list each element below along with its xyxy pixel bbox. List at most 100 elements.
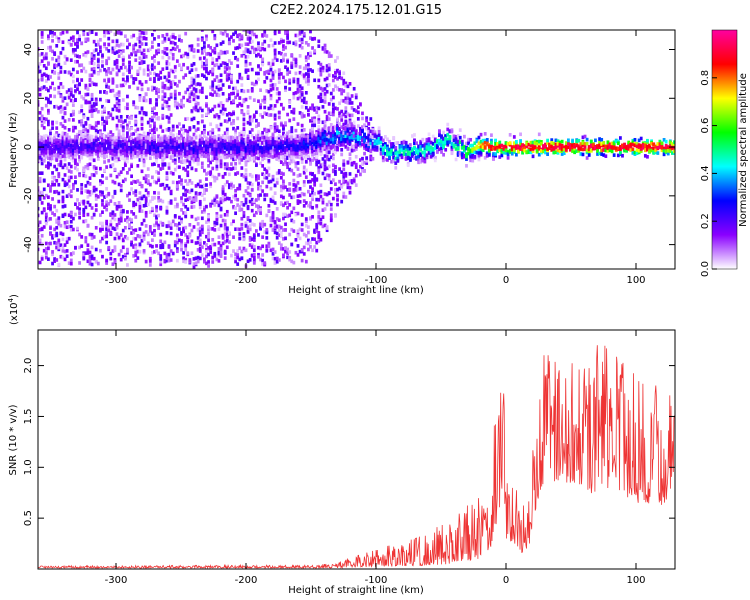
heatmap-cell bbox=[113, 143, 117, 148]
heatmap-cell bbox=[184, 158, 188, 163]
heatmap-cell bbox=[178, 63, 181, 68]
heatmap-cell bbox=[252, 98, 256, 102]
heatmap-cell bbox=[117, 68, 121, 73]
heatmap-cell bbox=[65, 135, 69, 140]
heatmap-cell bbox=[144, 259, 148, 264]
heatmap-cell bbox=[53, 65, 57, 70]
heatmap-cell bbox=[219, 109, 223, 114]
heatmap-cell bbox=[248, 122, 252, 126]
heatmap-cell bbox=[232, 195, 235, 199]
heatmap-cell bbox=[94, 43, 98, 47]
heatmap-cell bbox=[240, 88, 244, 93]
heatmap-cell bbox=[215, 143, 219, 148]
heatmap-cell bbox=[232, 91, 235, 96]
heatmap-cell bbox=[186, 239, 190, 244]
heatmap-cell bbox=[263, 100, 267, 104]
heatmap-cell bbox=[246, 150, 250, 155]
heatmap-cell bbox=[255, 204, 258, 208]
heatmap-cell bbox=[57, 106, 61, 110]
heatmap-cell bbox=[155, 116, 158, 121]
heatmap-cell bbox=[173, 36, 177, 40]
heatmap-cell bbox=[99, 153, 102, 157]
heatmap-cell bbox=[167, 71, 171, 76]
heatmap-cell bbox=[153, 135, 156, 139]
heatmap-cell bbox=[205, 148, 208, 153]
heatmap-cell bbox=[94, 247, 98, 252]
heatmap-cell bbox=[234, 131, 237, 136]
heatmap-cell bbox=[155, 180, 158, 185]
heatmap-cell bbox=[121, 62, 125, 66]
heatmap-cell bbox=[80, 137, 84, 142]
heatmap-cell bbox=[213, 223, 217, 227]
heatmap-cell bbox=[227, 142, 231, 147]
heatmap-cell bbox=[198, 242, 202, 247]
heatmap-cell bbox=[207, 238, 210, 243]
heatmap-cell bbox=[49, 138, 52, 142]
heatmap-cell bbox=[155, 91, 158, 95]
heatmap-cell bbox=[109, 232, 113, 236]
heatmap-cell bbox=[263, 167, 267, 172]
heatmap-cell bbox=[242, 156, 246, 160]
heatmap-cell bbox=[184, 149, 188, 154]
heatmap-cell bbox=[161, 103, 165, 108]
heatmap-cell bbox=[269, 179, 273, 184]
heatmap-cell bbox=[105, 30, 109, 32]
heatmap-cell bbox=[267, 106, 271, 111]
heatmap-cell bbox=[215, 75, 219, 79]
heatmap-cell bbox=[182, 126, 185, 131]
heatmap-cell bbox=[151, 63, 154, 67]
heatmap-cell bbox=[44, 73, 48, 78]
heatmap-cell bbox=[169, 140, 173, 145]
heatmap-cell bbox=[265, 193, 269, 197]
heatmap-cell bbox=[92, 61, 96, 66]
heatmap-cell bbox=[90, 191, 94, 195]
heatmap-cell bbox=[115, 101, 119, 106]
heatmap-cell bbox=[138, 93, 142, 98]
heatmap-cell bbox=[171, 154, 175, 158]
heatmap-cell bbox=[38, 78, 40, 83]
heatmap-cell bbox=[180, 54, 183, 59]
heatmap-cell bbox=[169, 231, 173, 236]
heatmap-cell bbox=[182, 251, 185, 255]
heatmap-cell bbox=[173, 161, 177, 165]
heatmap-cell bbox=[123, 34, 127, 39]
heatmap-cell bbox=[99, 227, 102, 232]
heatmap-cell bbox=[207, 71, 210, 76]
heatmap-cell bbox=[188, 162, 192, 167]
heatmap-cell bbox=[126, 114, 129, 119]
heatmap-cell bbox=[265, 34, 269, 38]
heatmap-cell bbox=[138, 145, 142, 150]
heatmap-cell bbox=[96, 157, 100, 161]
heatmap-cell bbox=[225, 147, 229, 152]
heatmap-cell bbox=[63, 145, 67, 150]
heatmap-cell bbox=[161, 129, 165, 133]
heatmap-cell bbox=[146, 146, 150, 151]
heatmap-cell bbox=[205, 139, 208, 144]
heatmap-cell bbox=[44, 134, 48, 138]
heatmap-cell bbox=[240, 166, 244, 170]
heatmap-cell bbox=[209, 122, 213, 127]
heatmap-cell bbox=[40, 227, 44, 232]
heatmap-cell bbox=[173, 65, 177, 69]
heatmap-cell bbox=[219, 122, 223, 127]
heatmap-cell bbox=[144, 36, 148, 41]
heatmap-cell bbox=[209, 244, 213, 249]
heatmap-cell bbox=[49, 140, 52, 145]
heatmap-cell bbox=[196, 95, 200, 100]
heatmap-cell bbox=[140, 87, 144, 92]
heatmap-cell bbox=[261, 42, 265, 46]
heatmap-cell bbox=[171, 251, 175, 256]
heatmap-cell bbox=[198, 229, 202, 233]
heatmap-cell bbox=[130, 231, 133, 235]
heatmap-cell bbox=[105, 116, 109, 120]
heatmap-cell bbox=[53, 135, 57, 140]
heatmap-cell bbox=[230, 74, 233, 79]
heatmap-cell bbox=[69, 72, 73, 77]
heatmap-cell bbox=[161, 106, 165, 110]
heatmap-cell bbox=[47, 242, 50, 246]
heatmap-cell bbox=[240, 54, 244, 58]
heatmap-cell bbox=[142, 31, 146, 35]
heatmap-cell bbox=[96, 71, 100, 76]
heatmap-cell bbox=[53, 145, 57, 150]
heatmap-cell bbox=[221, 155, 225, 159]
